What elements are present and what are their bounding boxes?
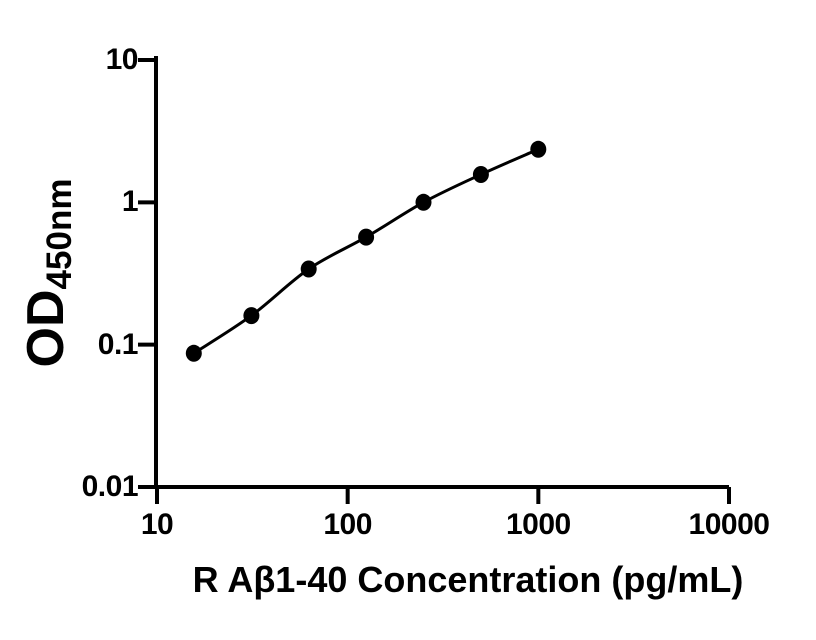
y-tick-label: 10 bbox=[105, 43, 139, 76]
x-tick-label: 10 bbox=[140, 508, 174, 541]
data-point bbox=[472, 166, 489, 183]
data-point bbox=[358, 228, 375, 246]
data-point bbox=[243, 307, 260, 325]
data-point bbox=[185, 344, 202, 362]
x-tick-label: 1000 bbox=[505, 508, 571, 541]
x-axis-title: R Aβ1-40 Concentration (pg/mL) bbox=[192, 559, 744, 600]
x-tick-label: 100 bbox=[323, 508, 372, 541]
data-point bbox=[530, 140, 547, 158]
data-point bbox=[415, 193, 432, 211]
y-tick-label: 0.01 bbox=[81, 470, 139, 503]
data-point bbox=[300, 260, 317, 278]
x-tick-label: 10000 bbox=[688, 508, 770, 541]
y-tick-label: 0.1 bbox=[97, 327, 139, 361]
y-tick-label: 1 bbox=[121, 185, 139, 219]
